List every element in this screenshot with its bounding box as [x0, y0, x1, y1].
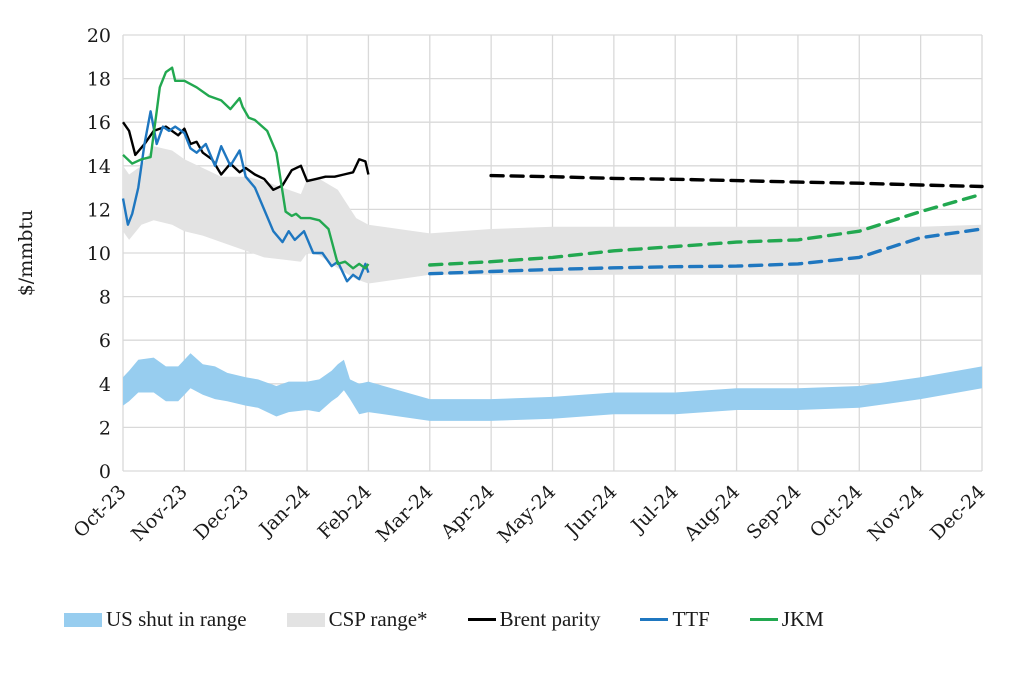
y-tick-label: 10	[87, 243, 111, 265]
x-tick-label: Jan-24	[254, 481, 315, 542]
legend-label: US shut in range	[106, 607, 247, 631]
x-tick-label: Apr-24	[436, 481, 499, 544]
legend-swatch-jkm	[749, 618, 778, 621]
y-tick-label: 2	[99, 417, 111, 439]
legend-swatch-us-shut-in	[64, 612, 102, 627]
y-tick-label: 4	[99, 374, 111, 396]
y-tick-label: 20	[87, 25, 111, 47]
x-tick-label: Sep-24	[743, 481, 806, 544]
legend-item-csp-range: CSP range*	[286, 607, 428, 632]
legend-label: Brent parity	[499, 607, 601, 631]
x-tick-label: Jun-24	[560, 481, 621, 542]
legend-item-us-shut-in: US shut in range	[64, 607, 247, 632]
line-jkm	[122, 66, 370, 270]
legend-item-brent-parity: Brent parity	[467, 607, 601, 632]
y-tick-label: 16	[87, 112, 111, 134]
x-tick-label: Nov-23	[127, 481, 192, 546]
legend-item-jkm: JKM	[749, 607, 824, 632]
legend-swatch-csp-range	[286, 612, 325, 627]
y-tick-label: 8	[99, 287, 111, 309]
legend-item-ttf: TTF	[640, 607, 710, 632]
line-ttf-forecast	[428, 227, 984, 276]
y-axis-label: $/mmbtu	[15, 210, 37, 297]
band-us-shut-in-range	[123, 353, 982, 421]
legend-swatch-ttf	[640, 618, 669, 621]
legend-swatch-brent-parity	[467, 618, 496, 621]
y-tick-label: 0	[99, 461, 111, 483]
line-jkm-forecast	[428, 192, 984, 267]
x-tick-label: Nov-24	[864, 481, 929, 546]
y-tick-label: 18	[87, 69, 111, 91]
legend-label: JKM	[781, 607, 824, 631]
y-tick-label: 14	[87, 156, 111, 178]
x-tick-label: Oct-23	[69, 481, 130, 542]
x-tick-label: Mar-24	[372, 481, 437, 546]
x-tick-label: Jul-24	[626, 481, 683, 538]
x-tick-label: Dec-23	[190, 481, 253, 544]
x-tick-label: Oct-24	[806, 481, 867, 542]
y-axis-ticks: 0 2 4 6 8 10 12 14 16 18 20	[87, 25, 111, 483]
x-tick-label: May-24	[493, 481, 560, 548]
series-lines	[121, 66, 984, 283]
x-tick-label: Feb-24	[314, 481, 376, 543]
range-bands	[123, 146, 982, 421]
legend: US shut in range CSP range* Brent parity…	[64, 607, 864, 632]
x-tick-label: Aug-24	[679, 481, 744, 546]
legend-label: CSP range*	[328, 607, 428, 631]
y-tick-label: 6	[99, 330, 111, 352]
y-tick-label: 12	[87, 199, 111, 221]
line-brent-parity	[122, 121, 370, 192]
legend-label: TTF	[672, 607, 710, 631]
line-brent-parity-forecast	[489, 173, 984, 189]
x-tick-label: Dec-24	[926, 481, 989, 544]
band-csp-range	[123, 146, 982, 284]
